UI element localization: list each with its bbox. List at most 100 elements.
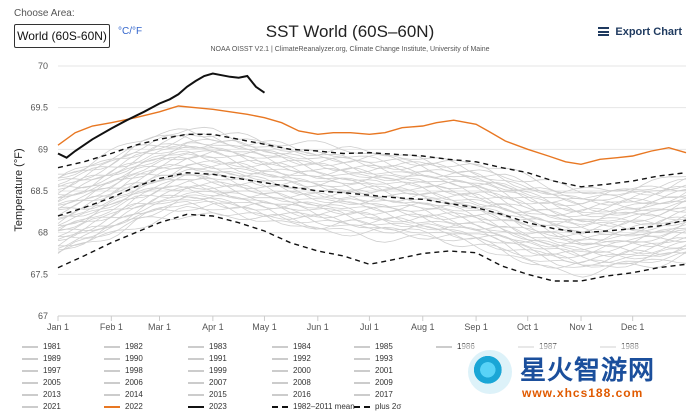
legend-item[interactable]: 1982–2011 mean — [272, 402, 355, 411]
x-tick-label: Jan 1 — [47, 322, 69, 332]
legend-swatch — [272, 357, 288, 360]
series-line-1982 — [57, 205, 687, 269]
series-line-1984 — [57, 200, 687, 268]
legend-item[interactable]: 2005 — [22, 378, 61, 387]
legend-swatch — [188, 369, 204, 372]
y-tick-label: 67.5 — [30, 269, 48, 279]
legend-item[interactable]: 1984 — [272, 342, 311, 351]
legend-label: 1981 — [43, 342, 61, 351]
legend-item[interactable]: 2021 — [22, 402, 61, 411]
legend-item[interactable]: 2022 — [104, 402, 143, 411]
legend-label: 2016 — [293, 390, 311, 399]
legend-label: 2014 — [125, 390, 143, 399]
y-tick-label: 68 — [38, 228, 48, 238]
series-line-1982-2011-mean — [57, 171, 687, 234]
legend-item[interactable]: 1991 — [188, 354, 227, 363]
legend-swatch — [354, 357, 370, 360]
legend-swatch — [272, 345, 288, 348]
legend-label: 2023 — [209, 402, 227, 411]
legend-swatch — [22, 393, 38, 396]
legend-item[interactable]: 1998 — [104, 366, 143, 375]
series-line-1999 — [57, 173, 687, 241]
unit-toggle[interactable]: °C/°F — [118, 26, 143, 37]
series-line-2009 — [57, 150, 687, 218]
area-select[interactable]: World (60S-60N) — [14, 24, 110, 48]
x-tick-label: Jul 1 — [360, 322, 379, 332]
x-tick-label: Jun 1 — [307, 322, 329, 332]
y-tick-label: 69 — [38, 144, 48, 154]
legend-item[interactable]: 2016 — [272, 390, 311, 399]
legend-swatch — [354, 381, 370, 384]
legend-item[interactable]: 1997 — [22, 366, 61, 375]
legend-item[interactable]: 2007 — [188, 378, 227, 387]
legend-label: 1991 — [209, 354, 227, 363]
legend-item[interactable]: 1993 — [354, 354, 393, 363]
y-tick-label: 69.5 — [30, 103, 48, 113]
series-line-2016 — [57, 133, 687, 204]
legend-item[interactable]: 2017 — [354, 390, 393, 399]
series-line-2003 — [57, 168, 686, 235]
series-line-2023 — [57, 72, 266, 159]
legend-item[interactable]: 1985 — [354, 342, 393, 351]
series-line-plus-2- — [57, 133, 687, 188]
series-line-2006 — [57, 156, 687, 227]
legend-item[interactable]: 2008 — [272, 378, 311, 387]
legend-item[interactable]: plus 2σ — [354, 402, 401, 411]
legend-label: 1982–2011 mean — [293, 402, 355, 411]
legend-item[interactable]: 1999 — [188, 366, 227, 375]
series-line-1981 — [57, 212, 687, 278]
legend-swatch — [22, 369, 38, 372]
legend-swatch — [354, 393, 370, 396]
export-chart-button[interactable]: Export Chart — [598, 26, 682, 38]
legend-swatch — [104, 381, 120, 384]
series-line-1997 — [57, 173, 687, 238]
legend-label: 1997 — [43, 366, 61, 375]
legend-swatch — [354, 369, 370, 372]
x-tick-label: Mar 1 — [148, 322, 171, 332]
x-tick-label: Aug 1 — [411, 322, 435, 332]
legend-label: 2001 — [375, 366, 393, 375]
legend-item[interactable]: 1981 — [22, 342, 61, 351]
legend-item[interactable]: 1989 — [22, 354, 61, 363]
legend-swatch — [272, 381, 288, 384]
series-line-1988 — [57, 196, 687, 264]
watermark-text: 星火智游网 — [520, 355, 656, 385]
series-line-2013 — [57, 143, 687, 213]
legend-swatch — [272, 393, 288, 396]
legend-item[interactable]: 2009 — [354, 378, 393, 387]
legend-swatch — [188, 405, 204, 408]
legend-item[interactable]: 2000 — [272, 366, 311, 375]
series-line-1995 — [57, 178, 687, 248]
legend-swatch — [22, 345, 38, 348]
legend-label: plus 2σ — [375, 402, 402, 411]
legend-label: 2005 — [43, 378, 61, 387]
legend-swatch — [22, 357, 38, 360]
legend-label: 1990 — [125, 354, 143, 363]
legend-item[interactable]: 1990 — [104, 354, 143, 363]
legend-swatch — [188, 393, 204, 396]
legend-label: 2022 — [125, 402, 143, 411]
export-chart-label: Export Chart — [615, 26, 682, 38]
legend-item[interactable]: 1992 — [272, 354, 311, 363]
legend-item[interactable]: 1983 — [188, 342, 227, 351]
legend-swatch — [436, 345, 452, 348]
series-line-2022 — [57, 105, 687, 166]
legend-label: 1999 — [209, 366, 227, 375]
legend-item[interactable]: 2015 — [188, 390, 227, 399]
legend-item[interactable]: 2001 — [354, 366, 393, 375]
legend-swatch — [188, 345, 204, 348]
series-line-2007 — [57, 160, 687, 226]
legend-item[interactable]: 2023 — [188, 402, 227, 411]
legend-item[interactable]: 2006 — [104, 378, 143, 387]
legend-item[interactable]: 2014 — [104, 390, 143, 399]
legend-swatch — [354, 405, 370, 408]
choose-area-label: Choose Area: — [14, 8, 75, 19]
chart-plot: 67 67.5 68 68.5 69 69.5 70 Jan 1 Feb 1 Mar 1 Apr 1… — [30, 61, 687, 332]
legend-swatch — [22, 405, 38, 408]
legend-swatch — [104, 369, 120, 372]
legend-label: 1984 — [293, 342, 311, 351]
legend-item[interactable]: 1982 — [104, 342, 143, 351]
x-tick-label: Oct 1 — [517, 322, 539, 332]
legend-swatch — [104, 393, 120, 396]
legend-item[interactable]: 2013 — [22, 390, 61, 399]
